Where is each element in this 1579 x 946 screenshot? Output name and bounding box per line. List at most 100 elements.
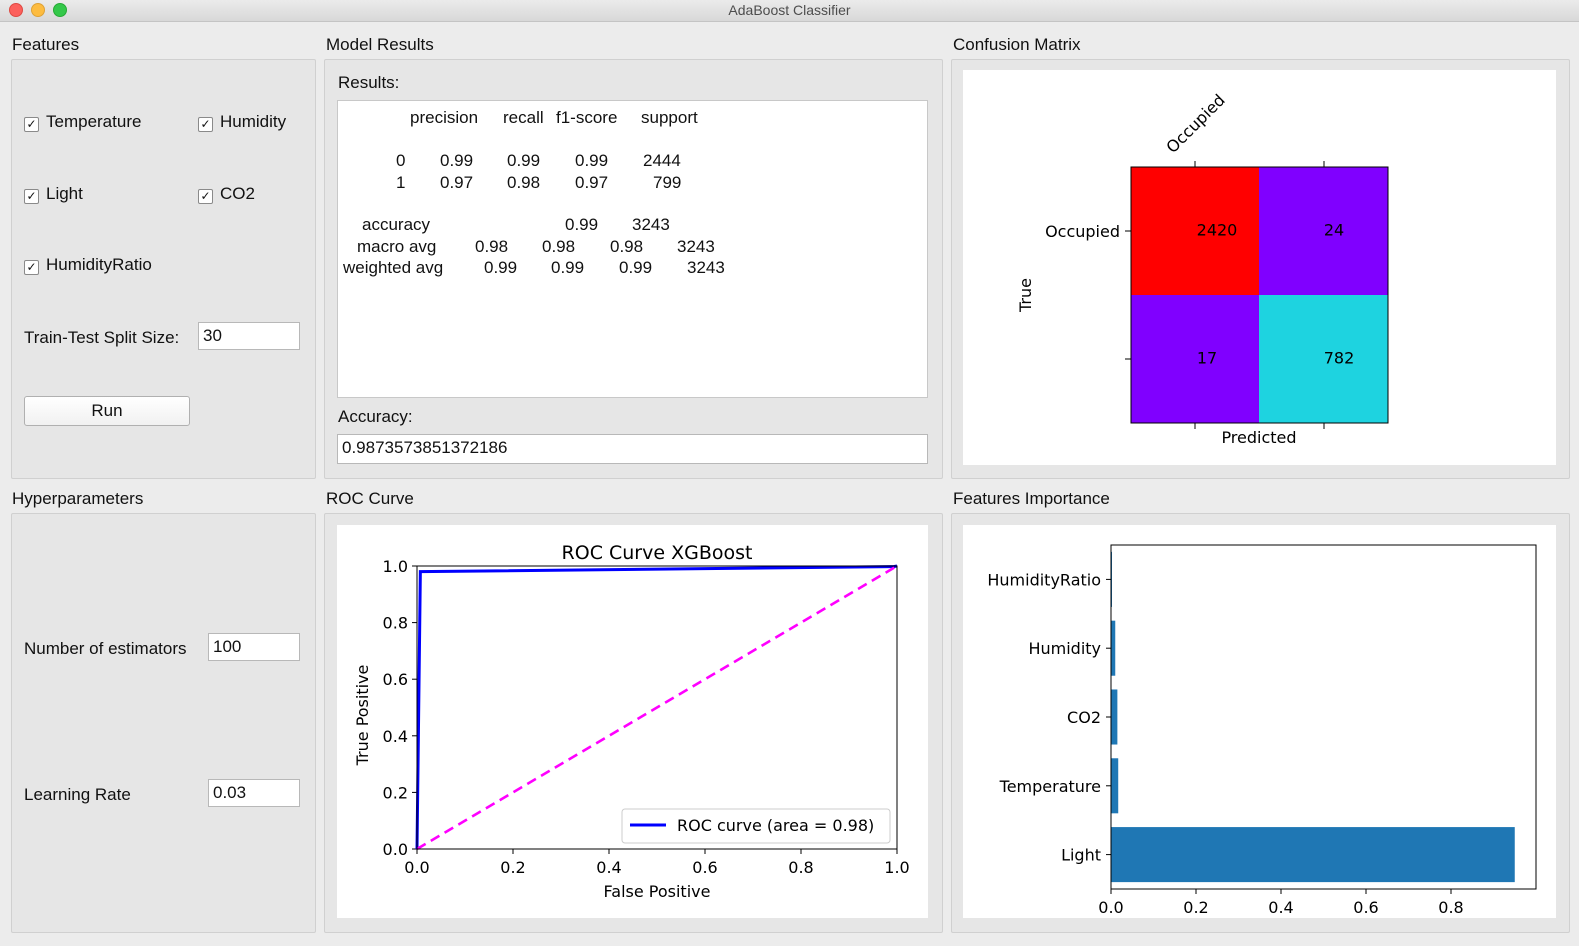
- cm-cell-1-0: [1131, 295, 1259, 423]
- report-weighted-label: weighted avg: [343, 258, 444, 277]
- roc-xlabel: False Positive: [604, 882, 711, 901]
- checkmark-icon: ✓: [24, 117, 39, 132]
- importance-bar: [1111, 689, 1118, 745]
- run-button[interactable]: Run: [24, 396, 190, 426]
- roc-canvas: ROC Curve XGBoost False Positive True Po…: [337, 525, 928, 918]
- importance-canvas: HumidityRatio Humidity CO2 Temperature Light…: [963, 525, 1556, 918]
- importance-group-title: Features Importance: [953, 489, 1110, 508]
- importance-xtick-label: 0.2: [1183, 898, 1208, 917]
- roc-ytick-label: 0.0: [383, 840, 408, 859]
- report-accuracy-support: 3243: [632, 215, 670, 234]
- report-row0-precision: 0.99: [440, 151, 474, 170]
- report-row0-support: 2444: [643, 151, 681, 170]
- estimators-label: Number of estimators: [24, 639, 187, 658]
- importance-xtick-label: 0.6: [1353, 898, 1378, 917]
- results-label: Results:: [338, 73, 400, 92]
- importance-xtick-label: 0.0: [1098, 898, 1123, 917]
- humidityratio-checkbox[interactable]: ✓ HumidityRatio: [24, 255, 152, 275]
- importance-category-label: Temperature: [999, 777, 1101, 796]
- light-checkbox[interactable]: ✓ Light: [24, 184, 83, 204]
- report-row0-label: 0: [396, 151, 406, 170]
- roc-xtick-label: 1.0: [884, 858, 909, 877]
- checkmark-icon: ✓: [198, 117, 213, 132]
- cm-value-1-1: 782: [1324, 349, 1355, 368]
- accuracy-label: Accuracy:: [338, 407, 413, 426]
- confusion-group-title: Confusion Matrix: [953, 35, 1081, 54]
- importance-category-label: Light: [1061, 846, 1101, 865]
- results-text-area[interactable]: precision recall f1-score support 0 0.99…: [337, 100, 928, 398]
- estimators-input[interactable]: 100: [208, 633, 300, 661]
- roc-diagonal-line: [416, 564, 898, 851]
- importance-xtick-label: 0.4: [1268, 898, 1293, 917]
- report-weighted-f1: 0.99: [619, 258, 653, 277]
- report-row1-f1: 0.97: [575, 173, 609, 192]
- importance-bar: [1111, 620, 1116, 676]
- learning-rate-input[interactable]: 0.03: [208, 779, 300, 807]
- confusion-matrix-chart: 2420 24 17 782 Occupied Occupied Predict…: [1016, 90, 1389, 447]
- report-header-precision: precision: [410, 108, 479, 127]
- report-macro-label: macro avg: [357, 237, 437, 256]
- report-macro-precision: 0.98: [475, 237, 509, 256]
- split-size-label: Train-Test Split Size:: [24, 328, 180, 347]
- report-macro-recall: 0.98: [542, 237, 576, 256]
- roc-ytick-label: 1.0: [383, 557, 408, 576]
- cm-value-1-0: 17: [1197, 349, 1217, 368]
- report-accuracy-label: accuracy: [362, 215, 431, 234]
- cm-value-0-0: 2420: [1197, 221, 1238, 240]
- cm-cell-0-0: [1131, 167, 1259, 295]
- roc-legend-label: ROC curve (area = 0.98): [677, 816, 874, 835]
- roc-ytick-label: 0.6: [383, 670, 408, 689]
- temperature-checkbox[interactable]: ✓ Temperature: [24, 112, 141, 132]
- report-macro-support: 3243: [677, 237, 715, 256]
- report-weighted-recall: 0.99: [551, 258, 585, 277]
- roc-group-title: ROC Curve: [326, 489, 414, 508]
- title-bar: AdaBoost Classifier: [0, 0, 1579, 22]
- roc-ytick-label: 0.8: [383, 614, 408, 633]
- roc-legend: ROC curve (area = 0.98): [621, 808, 891, 844]
- report-row1-precision: 0.97: [440, 173, 474, 192]
- checkmark-icon: ✓: [24, 260, 39, 275]
- co2-checkbox[interactable]: ✓ CO2: [198, 184, 255, 204]
- minimize-window-button[interactable]: [31, 3, 45, 17]
- model-results-group-title: Model Results: [326, 35, 434, 54]
- report-row1-support: 799: [653, 173, 682, 192]
- roc-ytick-label: 0.4: [383, 727, 408, 746]
- roc-ytick-label: 0.2: [383, 783, 408, 802]
- report-weighted-precision: 0.99: [484, 258, 518, 277]
- split-size-input[interactable]: 30: [198, 322, 300, 350]
- report-weighted-support: 3243: [687, 258, 725, 277]
- report-header-support: support: [641, 108, 698, 127]
- learning-rate-label: Learning Rate: [24, 785, 131, 804]
- close-window-button[interactable]: [9, 3, 23, 17]
- report-header-f1: f1-score: [556, 108, 618, 127]
- report-row0-f1: 0.99: [575, 151, 609, 170]
- cm-value-0-1: 24: [1324, 221, 1344, 240]
- roc-xtick-label: 0.0: [404, 858, 429, 877]
- report-row1-label: 1: [396, 173, 406, 192]
- roc-xtick-label: 0.4: [596, 858, 621, 877]
- report-header-recall: recall: [503, 108, 544, 127]
- humidity-checkbox[interactable]: ✓ Humidity: [198, 112, 286, 132]
- checkmark-icon: ✓: [198, 189, 213, 204]
- importance-chart: HumidityRatio Humidity CO2 Temperature Light…: [987, 544, 1537, 917]
- cm-ylabel: True: [1016, 278, 1035, 313]
- accuracy-field[interactable]: 0.9873573851372186: [337, 434, 928, 464]
- report-row1-recall: 0.98: [507, 173, 541, 192]
- features-group-title: Features: [12, 35, 80, 54]
- checkmark-icon: ✓: [24, 189, 39, 204]
- importance-category-label: CO2: [1067, 708, 1101, 727]
- cm-xtick-label: Occupied: [1162, 90, 1228, 156]
- importance-category-label: HumidityRatio: [987, 570, 1101, 589]
- report-macro-f1: 0.98: [610, 237, 644, 256]
- importance-bar: [1111, 758, 1119, 814]
- hyperparameters-frame: [11, 513, 316, 933]
- window-title: AdaBoost Classifier: [728, 2, 851, 18]
- confusion-canvas: 2420 24 17 782 Occupied Occupied Predict…: [963, 70, 1556, 465]
- importance-bar: [1111, 827, 1515, 883]
- cm-cell-1-1: [1259, 295, 1388, 423]
- cm-ytick-label: Occupied: [1045, 222, 1120, 241]
- importance-xtick-label: 0.8: [1438, 898, 1463, 917]
- hyperparameters-group-title: Hyperparameters: [12, 489, 144, 508]
- roc-chart: ROC Curve XGBoost False Positive True Po…: [353, 542, 910, 901]
- zoom-window-button[interactable]: [53, 3, 67, 17]
